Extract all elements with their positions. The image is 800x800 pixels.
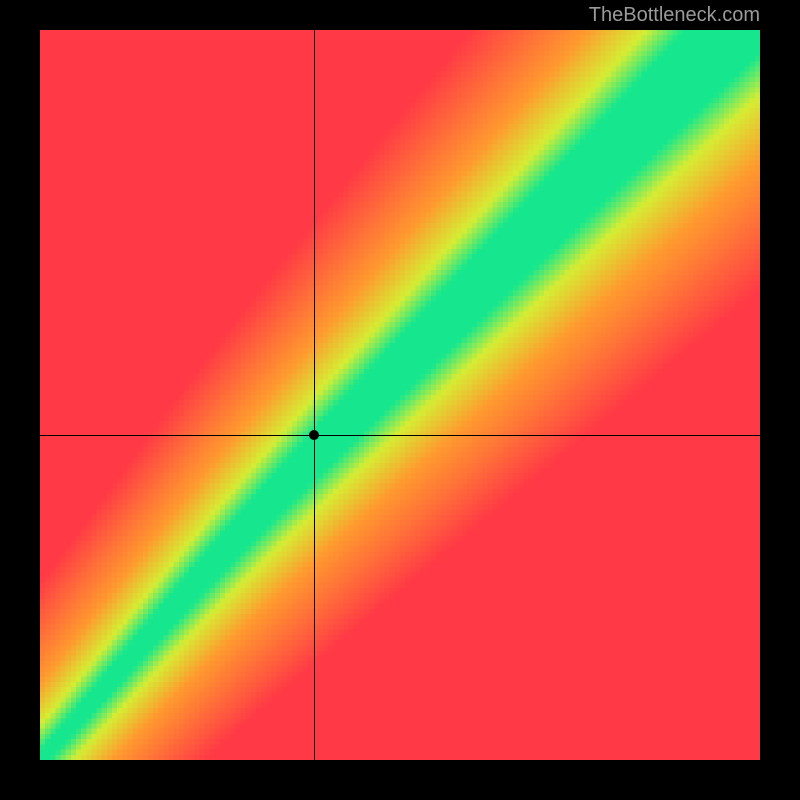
attribution-text: TheBottleneck.com bbox=[589, 4, 760, 27]
heatmap-plot bbox=[40, 30, 760, 760]
plot-container bbox=[0, 30, 800, 800]
heatmap-canvas bbox=[40, 30, 760, 760]
crosshair-horizontal bbox=[40, 435, 760, 436]
crosshair-vertical bbox=[314, 30, 315, 760]
selection-marker bbox=[309, 430, 319, 440]
